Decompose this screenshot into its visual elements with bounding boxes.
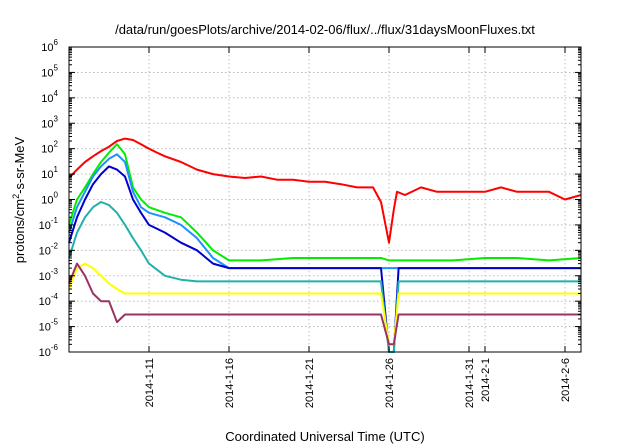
y-tick-label: 10-5 [39,318,59,334]
y-tick-label-exponent: 6 [54,38,59,47]
y-tick-label: 10-4 [39,292,59,308]
y-tick-label: 104 [41,89,58,105]
series-line-2 [68,143,582,262]
y-tick-label-exponent: 5 [54,63,59,72]
y-tick-label-base: 10 [41,67,53,79]
y-tick-label-exponent: 1 [54,165,59,174]
y-tick-label-exponent: 4 [54,89,59,98]
x-tick-label: 2014-1-31 [464,358,476,408]
series-line-3 [68,153,581,270]
y-tick-label-base: 10 [41,42,53,54]
y-axis-label-rest: -s-sr-MeV [12,136,27,193]
x-axis-label: Coordinated Universal Time (UTC) [225,429,424,444]
x-tick-label: 2014-1-16 [224,358,236,408]
y-tick-label-base: 10 [41,93,53,105]
x-tick-label: 2014-1-11 [144,358,156,407]
y-tick-label-exponent: -1 [51,216,59,225]
grid [69,46,581,353]
y-tick-label-base: 10 [41,195,53,207]
y-axis-label-sup: 2 [11,194,21,199]
x-tick-label: 2014-1-26 [384,358,396,408]
y-tick-label-base: 10 [39,347,51,359]
y-tick-label: 102 [41,140,58,156]
y-tick-label: 106 [41,38,58,54]
y-tick-label-base: 10 [41,144,53,156]
y-tick-label: 103 [41,114,58,130]
y-tick-label-exponent: -6 [51,343,59,352]
y-tick-label-base: 10 [39,296,51,308]
y-tick-label-exponent: -5 [51,318,59,327]
series-line-5 [68,201,581,353]
y-tick-label: 10-2 [39,241,59,257]
y-tick-label-exponent: -4 [51,292,59,301]
y-tick-label: 10-6 [39,343,59,359]
series-line-6 [68,262,581,346]
y-axis-label: protons/cm2-s-sr-MeV [11,136,27,263]
series-line-4 [68,165,581,353]
x-tick-label: 2014-2-1 [480,358,492,402]
y-tick-label-base: 10 [39,271,51,283]
y-tick-label: 10-1 [39,216,59,232]
y-tick-label-base: 10 [39,220,51,232]
y-tick-label-exponent: 2 [54,140,59,149]
y-axis-label-base: protons/cm [12,199,27,263]
series-line-7 [68,262,581,346]
x-tick-label: 2014-1-21 [304,358,316,408]
x-axis: 2014-1-11 2014-1-16 2014-1-21 2014-1-26 2014… [144,47,572,408]
y-tick-label-exponent: 3 [54,114,59,123]
y-axis: 10-610-510-410-310-210-11001011021031041… [39,38,581,359]
y-tick-label: 105 [41,63,58,79]
series-line-1 [68,137,582,244]
y-tick-label: 10-3 [39,267,59,283]
y-tick-label-exponent: -2 [51,241,59,250]
y-tick-label-exponent: -3 [51,267,59,276]
y-tick-label: 100 [41,191,58,207]
x-tick-label: 2014-2-6 [560,358,572,402]
y-tick-label-base: 10 [39,322,51,334]
y-tick-label-base: 10 [41,169,53,181]
series-lines [68,137,582,353]
y-tick-label-base: 10 [39,245,51,257]
y-tick-label-base: 10 [41,118,53,130]
y-tick-label: 101 [41,165,58,181]
chart-title: /data/run/goesPlots/archive/2014-02-06/f… [115,22,535,37]
y-tick-label-exponent: 0 [54,191,59,200]
